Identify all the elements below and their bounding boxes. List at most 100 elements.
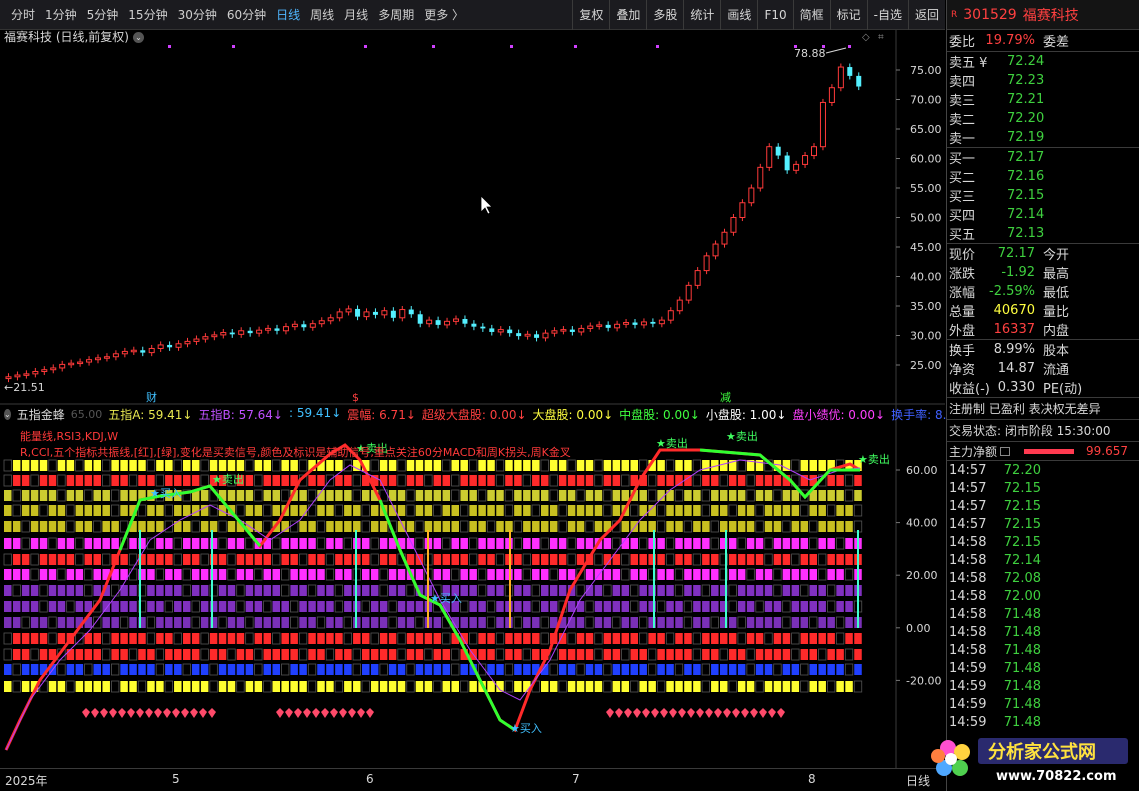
signal-cell	[308, 569, 316, 580]
signal-cell	[773, 568, 782, 581]
sell-signal: ★卖出	[656, 436, 688, 450]
expand-icon[interactable]: ⌗	[878, 32, 884, 43]
signal-cell	[362, 633, 370, 644]
signal-cell	[773, 489, 782, 502]
candle-body	[50, 367, 57, 371]
period-tab-daily[interactable]: 日线	[906, 774, 931, 788]
signal-cell	[272, 601, 280, 612]
tool-button[interactable]: 返回	[907, 0, 945, 30]
candle-body	[775, 146, 781, 156]
signal-cell	[48, 554, 57, 565]
period-tab[interactable]: 分时	[11, 8, 36, 22]
signal-cell	[227, 617, 236, 628]
signal-cell	[75, 537, 84, 550]
tool-button[interactable]: -自选	[866, 0, 908, 30]
signal-cell	[532, 538, 540, 549]
period-tab[interactable]: 15分钟	[128, 8, 168, 22]
signal-cell	[594, 632, 603, 645]
signal-cell	[477, 584, 487, 597]
tool-button[interactable]: F10	[757, 0, 792, 30]
signal-cell	[567, 601, 576, 612]
tool-button[interactable]: 多股	[646, 0, 683, 30]
candle-body	[766, 146, 773, 168]
tool-button[interactable]: 画线	[720, 0, 757, 30]
candlestick-chart[interactable]: 75.0070.0065.0060.0055.0050.0045.0040.00…	[0, 0, 945, 770]
tick-list[interactable]: 14:57 72.20 14:57 72.15 14:57 72.15 14:57 72.15…	[947, 460, 1139, 731]
indicator-settings-icon[interactable]: ⌄	[4, 409, 11, 420]
period-tab[interactable]: 多周期	[378, 8, 415, 22]
watermark-logo: 分析家公式网 www.70822.com	[930, 734, 1130, 786]
stat-row: 净资 14.87 流通	[949, 361, 1070, 378]
signal-cell	[424, 521, 433, 532]
signal-cell	[719, 553, 728, 566]
signal-cell	[692, 648, 702, 661]
main-flow-row: 主力净额 99.657	[947, 441, 1139, 460]
signal-cell	[603, 538, 612, 549]
signal-cell	[147, 585, 155, 596]
signal-cell	[245, 569, 254, 580]
signal-cell	[433, 617, 442, 628]
signal-cell	[406, 617, 415, 628]
signal-cell	[764, 569, 773, 580]
signal-cell	[666, 505, 674, 516]
tool-button[interactable]: 叠加	[609, 0, 646, 30]
signal-cell	[290, 585, 298, 596]
period-tab[interactable]: 日线	[276, 8, 301, 22]
signal-cell	[711, 554, 719, 565]
period-tab[interactable]: 更多 〉	[424, 8, 465, 22]
signal-cell	[415, 633, 424, 644]
event-marker[interactable]: $	[352, 391, 359, 404]
period-tab[interactable]: 月线	[344, 8, 369, 22]
signal-cell	[129, 538, 137, 549]
signal-cell	[809, 475, 817, 486]
signal-cell	[827, 649, 835, 660]
event-marker[interactable]: 减	[720, 391, 731, 404]
period-tab[interactable]: 5分钟	[86, 8, 119, 22]
signal-cell	[558, 585, 567, 596]
signal-cell	[102, 664, 110, 675]
signal-cell	[102, 459, 111, 472]
tool-button[interactable]: 标记	[829, 0, 867, 30]
tool-button[interactable]: 复权	[572, 0, 609, 30]
signal-cell	[397, 601, 406, 612]
signal-cell	[165, 649, 173, 660]
signal-cell	[728, 600, 737, 613]
signal-cell	[75, 475, 84, 486]
indicator-name[interactable]: 五指金蜂	[16, 408, 65, 422]
period-tab[interactable]: 30分钟	[177, 8, 217, 22]
period-tab[interactable]: 60分钟	[226, 8, 267, 22]
period-tab[interactable]: 周线	[310, 8, 335, 22]
signal-cell	[460, 664, 468, 675]
event-marker[interactable]: 财	[146, 390, 157, 404]
signal-cell	[21, 569, 30, 580]
signal-cell	[290, 554, 298, 565]
chevron-down-icon[interactable]: ⌄	[133, 32, 144, 43]
signal-cell	[720, 664, 728, 675]
signal-dot	[168, 45, 171, 48]
signal-cell	[191, 460, 200, 471]
signal-cell	[603, 617, 612, 628]
signal-cell	[442, 490, 451, 501]
signal-cell	[495, 648, 505, 661]
signal-cell	[236, 554, 245, 565]
signal-cell	[299, 505, 307, 516]
candle-body	[130, 349, 137, 353]
list-icon[interactable]	[1000, 446, 1011, 456]
signal-cell	[129, 617, 137, 628]
signal-cell	[48, 490, 57, 501]
signal-cell	[460, 520, 469, 533]
period-tab[interactable]: 1分钟	[45, 8, 77, 22]
signal-cell	[138, 538, 146, 549]
signal-cell	[567, 681, 576, 692]
tool-button[interactable]: 简框	[792, 0, 830, 30]
diamond-icon[interactable]: ◇	[862, 32, 870, 43]
diamond-mark	[100, 708, 108, 718]
tick-row: 14:58 71.48	[949, 642, 1041, 658]
tool-button[interactable]: 统计	[683, 0, 720, 30]
signal-cell	[782, 538, 791, 549]
diamond-mark	[109, 708, 117, 718]
candle-body	[336, 311, 343, 319]
signal-cell	[415, 616, 424, 629]
signal-cell	[326, 601, 334, 612]
signal-cell	[746, 617, 755, 628]
